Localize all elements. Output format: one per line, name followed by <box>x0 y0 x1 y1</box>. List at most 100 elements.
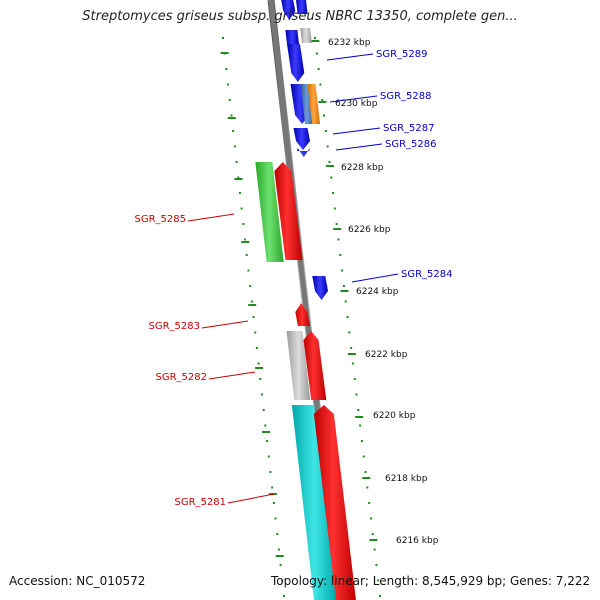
gene-label-sgr-5283[interactable]: SGR_5283 <box>149 321 201 332</box>
ruler-dot <box>271 486 274 489</box>
ruler-dot <box>315 52 318 55</box>
gene-box-steelblue[interactable] <box>300 84 314 124</box>
ruler-dot <box>272 502 275 504</box>
gene-arrow-red[interactable] <box>303 331 327 400</box>
gene-leader-line <box>187 213 235 222</box>
ruler-dot <box>330 176 333 179</box>
ruler-dot <box>276 533 279 535</box>
ruler-dot <box>235 161 238 163</box>
ruler-dot <box>353 378 356 380</box>
accession-label: Accession: NC_010572 <box>9 574 146 588</box>
ruler-dot <box>257 362 260 365</box>
gene-arrow-red[interactable] <box>313 405 357 600</box>
gene-leader-line <box>329 95 378 103</box>
ruler-dot <box>359 424 362 427</box>
ruler-dot <box>346 316 349 318</box>
ruler-dot <box>279 564 282 566</box>
ruler-dot <box>360 440 363 442</box>
ruler-dot <box>281 579 284 582</box>
ruler-dot <box>326 145 329 148</box>
gene-label-sgr-5285[interactable]: SGR_5285 <box>135 214 187 225</box>
ruler-dot <box>260 393 263 396</box>
gene-box-blue[interactable] <box>296 0 308 14</box>
ruler-kbp-label: 6226 kbp <box>348 225 391 235</box>
genome-title: Streptomyces griseus subsp. griseus NBRC… <box>82 9 518 24</box>
ruler-dot <box>351 362 354 365</box>
ruler-dot <box>328 161 331 163</box>
ruler-kbp-label: 6224 kbp <box>356 287 399 297</box>
gene-leader-line <box>351 273 399 283</box>
gene-labels-layer: SGR_5289 SGR_5288 SGR_5287 SGR_5286 SGR_5285… <box>135 49 453 508</box>
ruler-dot <box>259 378 262 380</box>
gene-box-gray[interactable] <box>286 331 311 400</box>
dotted-ruler-layer <box>220 37 381 597</box>
gene-box-green[interactable] <box>255 162 284 262</box>
gene-label-sgr-5288[interactable]: SGR_5288 <box>380 91 432 102</box>
ruler-dot <box>319 83 322 86</box>
gene-arrow-blue[interactable] <box>286 44 305 82</box>
ruler-dot <box>227 83 230 86</box>
ruler-dot <box>225 68 228 70</box>
gene-label-sgr-5287[interactable]: SGR_5287 <box>383 123 435 134</box>
ruler-dot <box>254 331 257 334</box>
ruler-dot <box>333 207 336 210</box>
ruler-dot <box>379 595 381 597</box>
ruler-dot <box>233 145 236 148</box>
gene-box-orange[interactable] <box>307 84 321 124</box>
ruler-dot <box>344 300 347 303</box>
ruler-dot <box>277 548 280 551</box>
ruler-dot <box>240 207 243 210</box>
ruler-labels-layer: 6232 kbp 6230 kbp 6228 kbp 6226 kbp 6224 kbp… <box>328 38 439 546</box>
ruler-kbp-label: 6222 kbp <box>365 350 408 360</box>
gene-label-sgr-5282[interactable]: SGR_5282 <box>156 372 208 383</box>
ruler-dot <box>283 595 285 597</box>
gene-leader-line <box>335 143 383 151</box>
ruler-kbp-label: 6220 kbp <box>373 411 416 421</box>
ruler-dot <box>355 393 358 396</box>
ruler-dot <box>269 471 272 473</box>
gene-arrow-blue[interactable] <box>281 0 296 20</box>
ruler-dot <box>314 37 316 39</box>
ruler-dot <box>350 347 353 349</box>
ruler-kbp-label: 6216 kbp <box>396 536 439 546</box>
gene-arrow-red[interactable] <box>295 303 310 326</box>
ruler-dot <box>230 114 233 117</box>
ruler-dot <box>348 331 351 334</box>
ruler-dot <box>249 285 252 287</box>
ruler-dot <box>237 176 240 179</box>
gene-label-sgr-5284[interactable]: SGR_5284 <box>401 269 453 280</box>
gene-arrow-blue[interactable] <box>312 276 328 300</box>
ruler-dot <box>332 192 335 194</box>
gene-arrow-red[interactable] <box>274 162 303 260</box>
gene-label-sgr-5289[interactable]: SGR_5289 <box>376 49 428 60</box>
ruler-dot <box>377 579 380 582</box>
ruler-dot <box>244 238 247 241</box>
gene-leader-line <box>227 493 275 504</box>
ruler-dot <box>245 254 248 256</box>
gene-label-sgr-5286[interactable]: SGR_5286 <box>385 139 437 150</box>
gene-box-cyan[interactable] <box>291 405 337 600</box>
gene-arrow-blue[interactable] <box>297 148 310 157</box>
ruler-dot <box>242 223 245 225</box>
gene-label-sgr-5281[interactable]: SGR_5281 <box>175 497 227 508</box>
gene-leader-line <box>332 127 381 135</box>
ruler-dot <box>250 300 253 303</box>
ruler-dot <box>324 130 327 132</box>
gene-box-gray[interactable] <box>300 28 312 43</box>
ruler-dot <box>317 68 320 70</box>
gene-leader-line <box>208 371 256 380</box>
ruler-dot <box>252 316 255 318</box>
ruler-dot <box>255 347 258 349</box>
gene-box-blue[interactable] <box>285 30 299 44</box>
gene-leader-line <box>326 53 374 61</box>
ruler-dot <box>266 440 269 442</box>
ruler-dot <box>267 455 270 458</box>
ruler-kbp-label: 6230 kbp <box>335 99 378 109</box>
ruler-dot <box>337 238 340 241</box>
ruler-dot <box>323 114 326 117</box>
gene-arrow-blue[interactable] <box>293 128 310 150</box>
ruler-dot <box>335 223 338 225</box>
genome-summary: Topology: linear; Length: 8,545,929 bp; … <box>271 574 591 588</box>
ruler-dot <box>232 130 235 132</box>
